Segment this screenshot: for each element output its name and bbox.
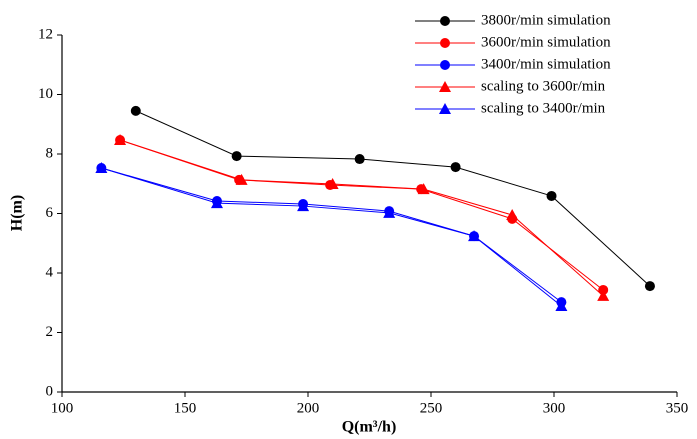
marker [506, 208, 519, 220]
x-tick-label: 350 [666, 400, 689, 416]
marker [326, 178, 339, 190]
marker [210, 197, 223, 209]
x-tick-label: 250 [420, 400, 443, 416]
y-tick-label: 12 [38, 26, 53, 42]
y-tick-label: 10 [38, 86, 53, 102]
marker [555, 300, 568, 312]
legend-label: scaling to 3600r/min [481, 78, 606, 94]
marker [417, 183, 430, 195]
marker [644, 281, 655, 292]
x-tick-label: 300 [543, 400, 566, 416]
series-line [101, 167, 562, 303]
marker [440, 60, 450, 70]
marker [468, 230, 481, 242]
legend-label: 3600r/min simulation [481, 34, 611, 50]
marker [439, 103, 451, 114]
series-line [135, 110, 651, 287]
series-line [119, 139, 604, 297]
y-tick-label: 0 [46, 383, 54, 399]
legend-label: scaling to 3400r/min [481, 100, 606, 116]
marker [114, 134, 127, 146]
marker [235, 173, 248, 185]
y-tick-label: 6 [46, 205, 54, 221]
x-tick-label: 100 [51, 400, 74, 416]
legend-label: 3400r/min simulation [481, 56, 611, 72]
y-tick-label: 2 [46, 324, 54, 340]
y-tick-label: 4 [46, 264, 54, 280]
marker [95, 161, 108, 173]
series-line [119, 139, 604, 291]
marker [354, 154, 365, 165]
marker [450, 162, 461, 173]
legend-label: 3800r/min simulation [481, 12, 611, 28]
marker [546, 190, 557, 201]
marker [439, 81, 451, 92]
x-tick-label: 200 [297, 400, 320, 416]
marker [440, 16, 450, 26]
x-tick-label: 150 [174, 400, 197, 416]
marker [440, 38, 450, 48]
marker [231, 151, 242, 162]
x-axis-title: Q(m³/h) [342, 419, 397, 436]
marker [297, 200, 310, 212]
y-axis-title: H(m) [9, 195, 26, 231]
marker [383, 206, 396, 218]
series-line [101, 167, 562, 307]
marker [597, 289, 610, 301]
y-tick-label: 8 [46, 145, 54, 161]
marker [130, 105, 141, 116]
